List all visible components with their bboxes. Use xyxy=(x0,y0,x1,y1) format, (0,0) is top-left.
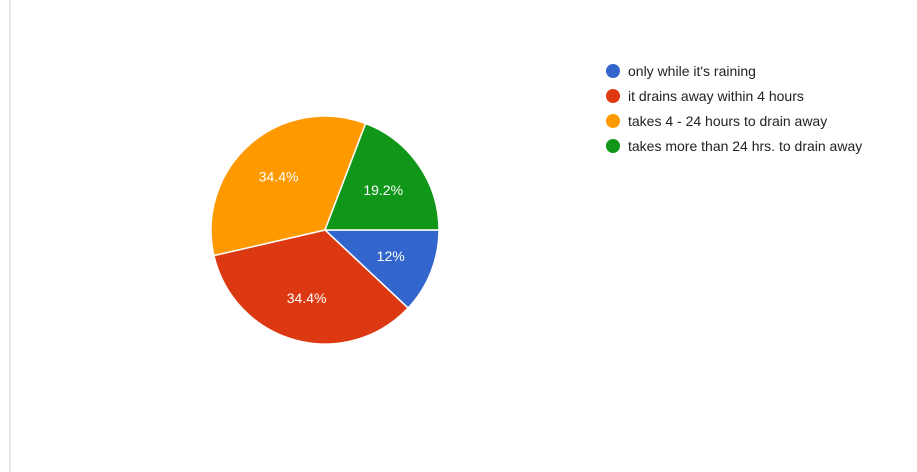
pie-slice-3 xyxy=(210,115,367,257)
slice-percent-label-1: 12% xyxy=(377,248,405,264)
legend-item-1: only while it's raining xyxy=(606,58,862,83)
legend-label-3: takes 4 - 24 hours to drain away xyxy=(628,112,828,129)
legend-item-2: it drains away within 4 hours xyxy=(606,83,862,108)
slice-percent-label-2: 34.4% xyxy=(287,290,327,306)
slice-percent-label-3: 34.4% xyxy=(259,169,299,185)
pie-slice-2 xyxy=(213,229,410,345)
left-border-rule xyxy=(9,0,11,472)
legend-swatch-2 xyxy=(606,88,620,103)
legend-item-3: takes 4 - 24 hours to drain away xyxy=(606,108,862,133)
legend-swatch-3 xyxy=(606,113,620,128)
legend-swatch-4 xyxy=(606,138,620,153)
legend-swatch-1 xyxy=(606,63,620,78)
pie-slice-1 xyxy=(323,229,440,310)
legend-label-4: takes more than 24 hrs. to drain away xyxy=(628,137,863,154)
legend-label-2: it drains away within 4 hours xyxy=(628,87,804,104)
legend-item-4: takes more than 24 hrs. to drain away xyxy=(606,133,862,158)
slice-percent-label-4: 19.2% xyxy=(363,182,403,198)
chart-legend: only while it's raining it drains away wi… xyxy=(606,58,862,158)
pie-slice-4 xyxy=(323,122,440,231)
legend-label-1: only while it's raining xyxy=(628,62,756,79)
